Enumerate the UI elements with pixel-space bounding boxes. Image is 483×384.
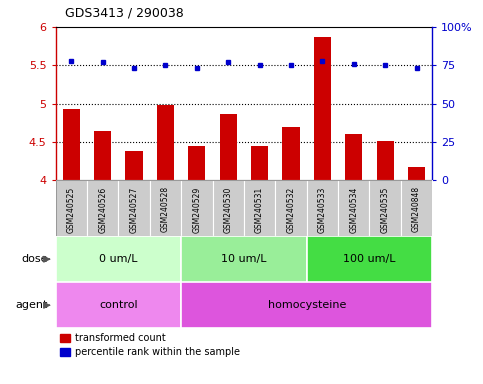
Text: GSM240528: GSM240528 [161,186,170,232]
Text: GSM240532: GSM240532 [286,186,296,233]
Text: GSM240535: GSM240535 [381,186,390,233]
Text: GSM240848: GSM240848 [412,186,421,232]
Bar [188,146,205,180]
Bar [307,180,338,236]
Bar [377,141,394,180]
Text: GSM240534: GSM240534 [349,186,358,233]
Bar [181,180,213,236]
Bar [150,180,181,236]
Text: GSM240529: GSM240529 [192,186,201,233]
Bar [220,114,237,180]
Bar [401,180,432,236]
Text: GSM240531: GSM240531 [255,186,264,233]
Bar [307,236,432,282]
Text: 10 um/L: 10 um/L [221,254,267,264]
Legend: transformed count, percentile rank within the sample: transformed count, percentile rank withi… [60,333,240,357]
Text: GSM240525: GSM240525 [67,186,76,233]
Bar [118,180,150,236]
Text: dose: dose [22,254,48,264]
Bar [244,180,275,236]
Bar [314,37,331,180]
Text: 100 um/L: 100 um/L [343,254,396,264]
Text: GSM240530: GSM240530 [224,186,233,233]
Bar [338,180,369,236]
Text: GSM240526: GSM240526 [98,186,107,233]
Text: homocysteine: homocysteine [268,300,346,310]
Bar [213,180,244,236]
Bar [56,180,87,236]
Bar [275,180,307,236]
Text: control: control [99,300,138,310]
Bar [345,134,362,180]
Text: 0 um/L: 0 um/L [99,254,138,264]
Bar [369,180,401,236]
Bar [283,127,299,180]
Bar [181,282,432,328]
Bar [87,180,118,236]
Bar [408,167,425,180]
Bar [94,131,111,180]
Text: GSM240527: GSM240527 [129,186,139,233]
Bar [157,105,174,180]
Text: agent: agent [15,300,48,310]
Bar [251,146,268,180]
Bar [56,282,181,328]
Bar [56,236,181,282]
Text: GSM240533: GSM240533 [318,186,327,233]
Bar [63,109,80,180]
Bar [126,151,142,180]
Bar [181,236,307,282]
Text: GDS3413 / 290038: GDS3413 / 290038 [65,6,184,19]
